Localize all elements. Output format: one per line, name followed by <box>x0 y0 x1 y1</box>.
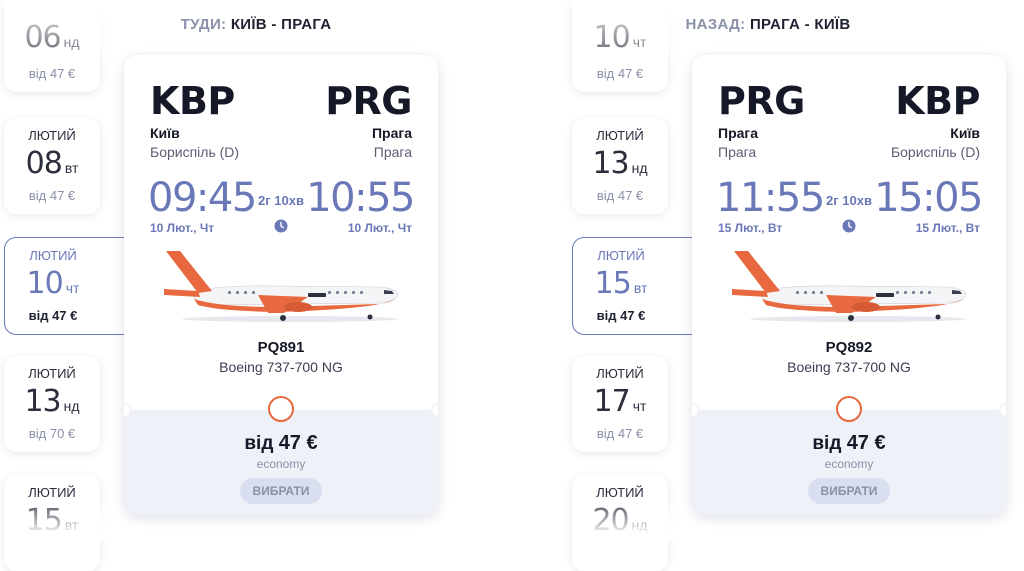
cabin-class: economy <box>256 457 306 471</box>
arrival-date: 15 Лют., Вт <box>915 221 980 235</box>
date-day: 13 нд <box>24 384 80 419</box>
date-day: 06 нд <box>24 20 80 55</box>
outbound-column: ТУДИ: КИЇВ - ПРАГА 06 нд від 47 € ЛЮТИЙ 0… <box>0 0 512 571</box>
destination-city: Прага <box>371 125 412 141</box>
return-flight-card[interactable]: PRG KBP Прага Київ Прага Бориспіль (D) 1… <box>692 55 1006 515</box>
return-date-card[interactable]: ЛЮТИЙ 13 нд від 47 € <box>572 118 668 214</box>
date-month: ЛЮТИЙ <box>597 248 645 263</box>
outbound-date-card[interactable]: ЛЮТИЙ 13 нд від 70 € <box>4 356 100 452</box>
flight-number: PQ891 <box>257 339 305 356</box>
date-day: 08 вт <box>25 146 79 181</box>
origin-city: Київ <box>150 125 180 141</box>
return-date-card[interactable]: ЛЮТИЙ 17 чт від 47 € <box>572 356 668 452</box>
origin-code: KBP <box>150 79 235 123</box>
date-day: 10 чт <box>593 20 647 55</box>
departure-date: 15 Лют., Вт <box>718 221 783 235</box>
flight-number: PQ892 <box>825 339 873 356</box>
origin-airport: Бориспіль (D) <box>150 144 240 160</box>
date-price: від 47 € <box>596 188 644 203</box>
origin-airport: Прага <box>718 144 757 160</box>
card-notch <box>692 403 699 417</box>
return-title-prefix: НАЗАД: <box>685 16 746 33</box>
date-day: 17 чт <box>593 384 647 419</box>
outbound-date-strip: 06 нд від 47 € ЛЮТИЙ 08 вт від 47 € ЛЮТИЙ … <box>4 0 166 571</box>
date-month: ЛЮТИЙ <box>29 248 77 263</box>
destination-city: Київ <box>950 125 980 141</box>
outbound-title-route: КИЇВ - ПРАГА <box>230 16 332 33</box>
card-notch <box>999 403 1006 417</box>
outbound-flight-card[interactable]: KBP PRG Київ Прага Бориспіль (D) Прага 0… <box>124 55 438 515</box>
date-month: ЛЮТИЙ <box>596 485 644 500</box>
date-day: 13 нд <box>592 146 648 181</box>
arrival-date: 10 Лют., Чт <box>347 221 412 235</box>
flight-duration: 2г 10хв <box>826 193 872 208</box>
destination-airport: Бориспіль (D) <box>890 144 980 160</box>
date-price: від 47 € <box>28 188 76 203</box>
cabin-class: economy <box>824 457 874 471</box>
destination-code: KBP <box>895 79 980 123</box>
choose-button[interactable]: ВИБРАТИ <box>240 478 322 504</box>
date-price: від 47 € <box>28 66 76 81</box>
price-prefix: від <box>244 433 274 454</box>
origin-code: PRG <box>718 79 805 123</box>
flight-price: від 47 € <box>692 432 1006 455</box>
price-amount: 47 € <box>846 432 886 454</box>
return-date-card[interactable]: ЛЮТИЙ 20 нд <box>572 475 668 571</box>
card-notch <box>124 403 131 417</box>
date-day: 15 вт <box>25 503 79 538</box>
date-month: ЛЮТИЙ <box>28 128 76 143</box>
date-price: від 47 € <box>596 426 644 441</box>
return-title: НАЗАД: ПРАГА - КИЇВ <box>512 16 1024 33</box>
outbound-date-card[interactable]: 06 нд від 47 € <box>4 0 100 92</box>
departure-time: 11:55 <box>716 175 825 221</box>
arrival-time: 15:05 <box>874 175 983 221</box>
date-price: від 47 € <box>28 308 78 323</box>
skyup-plane-image <box>732 251 967 322</box>
return-date-strip: 10 чт від 47 € ЛЮТИЙ 13 нд від 47 € ЛЮТИЙ … <box>572 0 734 571</box>
date-month: ЛЮТИЙ <box>596 366 644 381</box>
clock-icon <box>274 219 288 233</box>
arrival-time: 10:55 <box>306 175 415 221</box>
outbound-date-card[interactable]: ЛЮТИЙ 15 вт <box>4 475 100 571</box>
outbound-date-card[interactable]: ЛЮТИЙ 08 вт від 47 € <box>4 118 100 214</box>
aircraft-model: Boeing 737-700 NG <box>219 359 343 375</box>
skyup-plane-image <box>164 251 399 322</box>
departure-date: 10 Лют., Чт <box>150 221 215 235</box>
date-month: ЛЮТИЙ <box>28 485 76 500</box>
date-price: від 70 € <box>28 426 76 441</box>
card-notch <box>431 403 438 417</box>
return-column: НАЗАД: ПРАГА - КИЇВ 10 чт від 47 € ЛЮТИЙ … <box>512 0 1024 571</box>
departure-time: 09:45 <box>148 175 257 221</box>
origin-city: Прага <box>718 125 759 141</box>
flight-duration: 2г 10хв <box>258 193 304 208</box>
destination-code: PRG <box>325 79 412 123</box>
date-month: ЛЮТИЙ <box>28 366 76 381</box>
price-amount: 47 € <box>278 432 318 454</box>
flight-select-radio[interactable] <box>836 396 862 422</box>
flight-price: від 47 € <box>124 432 438 455</box>
date-price: від 47 € <box>596 66 644 81</box>
return-date-card[interactable]: 10 чт від 47 € <box>572 0 668 92</box>
aircraft-model: Boeing 737-700 NG <box>787 359 911 375</box>
price-prefix: від <box>812 433 842 454</box>
date-day: 15 вт <box>594 266 648 301</box>
flight-select-radio[interactable] <box>268 396 294 422</box>
outbound-title: ТУДИ: КИЇВ - ПРАГА <box>0 16 512 33</box>
date-day: 20 нд <box>592 503 648 538</box>
choose-button[interactable]: ВИБРАТИ <box>808 478 890 504</box>
date-day: 10 чт <box>26 266 80 301</box>
date-price: від 47 € <box>596 308 646 323</box>
outbound-title-prefix: ТУДИ: <box>180 16 227 33</box>
return-title-route: ПРАГА - КИЇВ <box>749 16 851 33</box>
destination-airport: Прага <box>373 144 412 160</box>
clock-icon <box>842 219 856 233</box>
date-month: ЛЮТИЙ <box>596 128 644 143</box>
